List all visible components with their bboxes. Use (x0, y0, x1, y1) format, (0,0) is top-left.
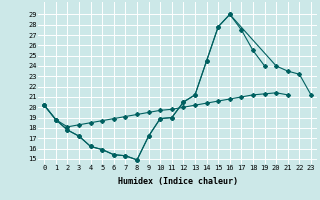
X-axis label: Humidex (Indice chaleur): Humidex (Indice chaleur) (118, 177, 238, 186)
